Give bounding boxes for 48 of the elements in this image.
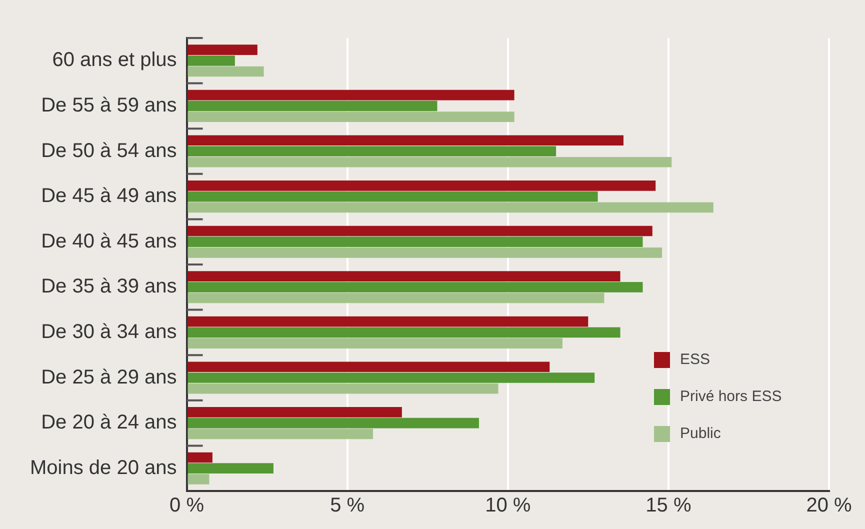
bar: [188, 156, 672, 168]
bar: [188, 407, 402, 418]
bar: [188, 292, 604, 304]
bar: [188, 146, 556, 156]
bar: [188, 112, 514, 122]
bar: [188, 236, 643, 248]
bar: [188, 418, 479, 428]
bar: [188, 226, 652, 236]
x-tick-label: 5 %: [330, 494, 365, 517]
bar: [188, 248, 662, 258]
bar: [188, 100, 438, 112]
bar: [188, 463, 274, 474]
y-tick-label: De 25 à 29 ans: [41, 366, 177, 388]
y-tick-label: De 45 à 49 ans: [41, 185, 177, 208]
bar: [188, 316, 588, 327]
bar: [188, 338, 562, 348]
bar: [188, 474, 210, 484]
legend-label: Privé hors ESS: [680, 388, 782, 405]
y-tick-label: De 20 à 24 ans: [41, 412, 177, 434]
bar: [188, 191, 598, 202]
y-tick-label: 60 ans et plus: [52, 49, 177, 72]
bar: [188, 44, 258, 55]
x-tick-label: 20 %: [806, 494, 852, 517]
bar: [188, 428, 374, 440]
y-tick-label: De 30 à 34 ans: [41, 320, 177, 343]
bar: [188, 327, 620, 338]
bar: [188, 135, 624, 146]
bar: [188, 372, 595, 383]
x-tick-label: 0 %: [170, 494, 204, 517]
x-tick-label: 15 %: [646, 494, 692, 517]
bar: [188, 180, 656, 191]
bar: [188, 362, 550, 372]
y-tick-label: De 40 à 45 ans: [41, 230, 177, 252]
y-tick-label: De 55 à 59 ans: [41, 94, 177, 116]
legend-label: ESS: [680, 351, 710, 368]
legend-label: Public: [680, 425, 721, 442]
x-tick-label: 10 %: [485, 494, 531, 517]
y-tick-label: De 35 à 39 ans: [41, 276, 177, 298]
bar: [188, 383, 498, 394]
bar: [188, 90, 514, 100]
bar: [188, 55, 235, 66]
bar: [188, 282, 643, 292]
bar: [188, 66, 264, 77]
bar: [188, 271, 620, 282]
bar: [188, 202, 714, 213]
y-tick-label: De 50 à 54 ans: [41, 140, 177, 162]
y-tick-label: Moins de 20 ans: [30, 456, 177, 479]
bar: [188, 452, 212, 463]
